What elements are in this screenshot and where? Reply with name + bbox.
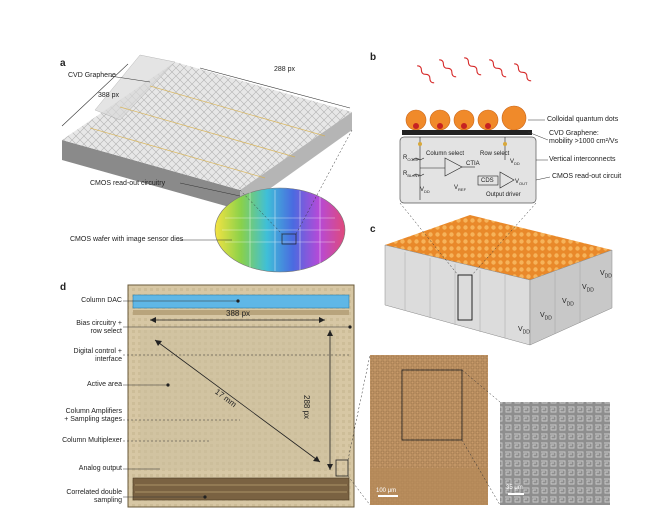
panel-d-illustration bbox=[123, 284, 610, 508]
amplifier-region bbox=[132, 477, 350, 501]
label-288px-d: 288 px bbox=[302, 395, 311, 420]
label-vdd-2: VDD bbox=[510, 159, 520, 167]
label-vdd-c-1: VDD bbox=[518, 326, 530, 336]
label-scale-100um: 100 μm bbox=[376, 488, 397, 494]
chip-side-right bbox=[240, 112, 352, 210]
label-readout-circuit: CMOS read-out circuit bbox=[552, 173, 622, 180]
light-waves bbox=[417, 57, 532, 84]
label-graphene-b2: mobility >1000 cm²/Vs bbox=[549, 138, 619, 145]
panel-letter-a: a bbox=[60, 58, 66, 69]
graphene-layer bbox=[402, 130, 532, 135]
label-cds: CDS bbox=[481, 178, 494, 184]
label-cds-1: Correlated double bbox=[66, 489, 122, 496]
dim-line-height bbox=[61, 63, 129, 127]
label-vertical-interconnects: Vertical interconnects bbox=[549, 156, 616, 163]
pixel-array-top bbox=[385, 215, 612, 280]
label-vdd: VDD bbox=[420, 187, 430, 195]
label-scale-35um: 35 μm bbox=[506, 485, 523, 491]
micrograph-zoom-2 bbox=[500, 402, 610, 505]
label-digital-1: Digital control + bbox=[73, 348, 122, 355]
label-graphene-b1: CVD Graphene: bbox=[549, 130, 599, 137]
label-bias-2: row select bbox=[90, 328, 122, 335]
panel-a-illustration bbox=[61, 54, 353, 273]
label-vref: VREF bbox=[454, 185, 467, 193]
label-vdd-c-3: VDD bbox=[562, 298, 574, 308]
dimension-lines bbox=[150, 319, 331, 470]
label-ctia: CTIA bbox=[466, 161, 480, 167]
panel-b-illustration bbox=[399, 57, 551, 204]
label-amp-1: Column Amplifiers bbox=[65, 408, 122, 415]
label-cds-2: sampling bbox=[93, 497, 122, 504]
label-388px-d: 388 px bbox=[226, 309, 251, 318]
label-column-dac: Column DAC bbox=[81, 297, 122, 304]
label-r-bias: RBL.INT bbox=[403, 171, 420, 179]
panel-c-illustration bbox=[384, 202, 613, 346]
label-quantum-dots: Colloidal quantum dots bbox=[547, 116, 619, 123]
label-288px-a: 288 px bbox=[274, 66, 296, 73]
label-amp-2: + Sampling stages bbox=[64, 416, 122, 423]
label-row-select: Row select bbox=[480, 151, 510, 157]
label-bias-1: Bias circuitry + bbox=[76, 320, 122, 327]
panel-letter-b: b bbox=[370, 52, 377, 63]
label-analog: Analog output bbox=[78, 465, 122, 472]
label-vout: VOUT bbox=[515, 179, 528, 187]
dim-line-width bbox=[199, 67, 351, 109]
label-cmos-wafer: CMOS wafer with image sensor dies bbox=[70, 236, 184, 243]
readout-circuit-box bbox=[399, 136, 537, 204]
chip-side-left bbox=[62, 140, 240, 210]
quantum-dots bbox=[405, 105, 527, 131]
column-dac-region bbox=[132, 294, 350, 309]
label-388px-a: 388 px bbox=[98, 92, 120, 99]
graphene-sheet bbox=[94, 54, 176, 121]
bias-region bbox=[133, 310, 349, 315]
label-r-comp: RCOMP bbox=[403, 155, 420, 163]
panel-letter-d: d bbox=[60, 282, 67, 293]
label-cmos-readout: CMOS read-out circuitry bbox=[90, 180, 166, 187]
panel-letter-c: c bbox=[370, 224, 376, 235]
label-mux: Column Multiplexer bbox=[62, 437, 122, 444]
label-vdd-c-2: VDD bbox=[540, 312, 552, 322]
label-digital-2: interface bbox=[95, 356, 122, 363]
label-cvd-graphene: CVD Graphene bbox=[68, 72, 116, 79]
pixel-array-side-right bbox=[529, 249, 613, 346]
label-output-driver: Output driver bbox=[486, 192, 521, 198]
label-vdd-c-4: VDD bbox=[582, 284, 594, 294]
label-vdd-c-5: VDD bbox=[600, 270, 612, 280]
label-column-select: Column select bbox=[426, 151, 465, 157]
label-active-area: Active area bbox=[86, 381, 122, 388]
